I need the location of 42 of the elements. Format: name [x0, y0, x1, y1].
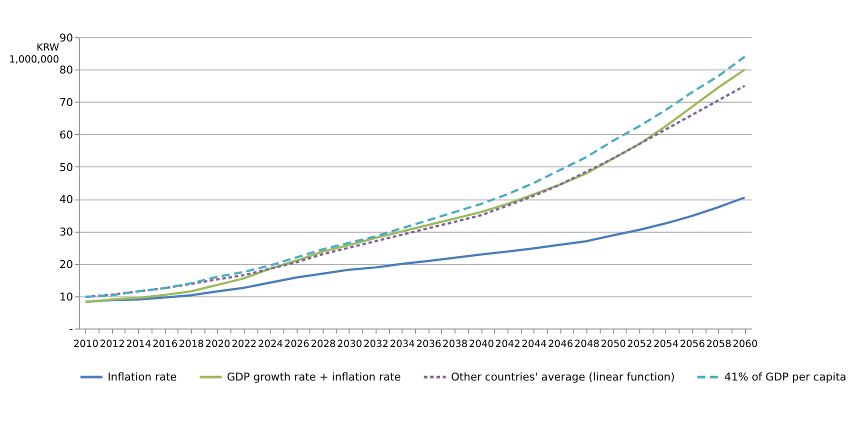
y-axis-title: KRW 1,000,000 [8, 42, 60, 66]
x-tick-label: 2012 [100, 339, 125, 350]
legend-label: GDP growth rate + inflation rate [226, 370, 402, 384]
x-tick-label: 2042 [495, 339, 520, 350]
y-tick-label: 70 [59, 96, 74, 110]
y-tick-label: 10 [59, 290, 74, 304]
x-tick-label: 2040 [468, 339, 494, 350]
x-tick-label: 2016 [152, 339, 178, 350]
x-tick-label: 2054 [654, 339, 679, 350]
x-tick-label: 2030 [337, 339, 362, 350]
x-tick-label: 2032 [363, 339, 389, 350]
x-tick-label: 2024 [258, 339, 284, 350]
legend-label: Other countries' average (linear function) [450, 370, 675, 384]
x-tick-label: 2038 [442, 339, 468, 350]
x-tick-label: 2028 [310, 339, 336, 350]
y-tick-label: - [69, 322, 74, 336]
x-tick-label: 2044 [522, 339, 547, 350]
y-tick-label: 80 [59, 64, 74, 77]
y-tick-label: 40 [59, 193, 74, 206]
x-tick-label: 2058 [706, 339, 732, 350]
legend-label: 41% of GDP per capita [724, 370, 846, 384]
x-tick-label: 2036 [416, 339, 442, 350]
y-tick-label: 60 [59, 128, 74, 142]
x-tick-label: 2018 [178, 339, 204, 350]
x-tick-label: 2034 [390, 339, 415, 350]
y-tick-label: 50 [59, 160, 74, 174]
x-tick-label: 2022 [232, 339, 257, 350]
x-tick-label: 2050 [600, 339, 626, 350]
y-tick-label: 20 [59, 258, 74, 271]
line-series [84, 196, 746, 303]
y-tick-label: 30 [59, 226, 74, 239]
x-tick-label: 2056 [680, 339, 705, 350]
x-tick-label: 2046 [548, 339, 574, 350]
x-tick-label: 2014 [126, 339, 152, 350]
x-tick-label: 2052 [627, 339, 652, 350]
x-tick-label: 2060 [732, 339, 758, 350]
legend-label: Inflation rate [108, 370, 178, 384]
x-tick-label: 2048 [574, 339, 600, 350]
x-tick-label: 2010 [73, 339, 98, 350]
y-tick-label: 90 [59, 31, 74, 44]
x-tick-label: 2020 [205, 339, 230, 350]
x-tick-label: 2026 [284, 339, 310, 350]
